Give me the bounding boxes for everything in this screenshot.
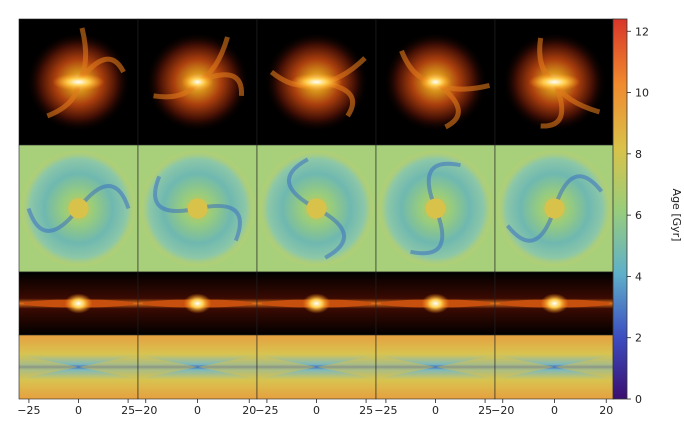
x-tick-label: 25 bbox=[359, 404, 373, 417]
panel-face-on-light-1 bbox=[18, 18, 139, 146]
panel-edge-on-light-2 bbox=[137, 271, 258, 336]
panel-edge-on-age-3 bbox=[256, 334, 377, 400]
panel-grid bbox=[18, 18, 615, 400]
panel-face-on-age-5 bbox=[494, 144, 615, 273]
colorbar-tick-label: 0 bbox=[635, 393, 642, 406]
panel-edge-on-light-1 bbox=[18, 271, 139, 336]
x-tick-label: −25 bbox=[374, 404, 397, 417]
x-tick-label: −25 bbox=[255, 404, 278, 417]
x-tick-label: 20 bbox=[242, 404, 256, 417]
colorbar-ticks: 0 2 4 6 8 10 12 bbox=[627, 25, 649, 406]
x-axes: −25 0 25 −20 0 20 −25 0 25 −25 0 25 −20 0 20 bbox=[17, 399, 613, 417]
x-tick-label: 0 bbox=[194, 404, 201, 417]
x-tick-label: −20 bbox=[134, 404, 157, 417]
panel-face-on-light-3 bbox=[256, 18, 377, 146]
panel-edge-on-age-4 bbox=[375, 334, 496, 400]
panel-face-on-age-3 bbox=[256, 144, 377, 273]
panel-face-on-light-5 bbox=[494, 18, 615, 146]
panel-edge-on-light-4 bbox=[375, 271, 496, 336]
x-tick-label: 0 bbox=[75, 404, 82, 417]
x-tick-label: 25 bbox=[478, 404, 492, 417]
colorbar-tick-label: 4 bbox=[635, 270, 642, 283]
colorbar-label: Age [Gyr] bbox=[670, 189, 683, 242]
panel-face-on-light-4 bbox=[375, 18, 496, 146]
x-tick-label: −25 bbox=[17, 404, 40, 417]
x-tick-label: 20 bbox=[599, 404, 613, 417]
panel-edge-on-age-1 bbox=[18, 334, 139, 400]
colorbar-tick-label: 6 bbox=[635, 209, 642, 222]
panel-edge-on-age-2 bbox=[137, 334, 258, 400]
colorbar-tick-label: 2 bbox=[635, 332, 642, 345]
panel-edge-on-light-3 bbox=[256, 271, 377, 336]
panel-edge-on-light-5 bbox=[494, 271, 615, 336]
panel-face-on-age-1 bbox=[18, 144, 139, 273]
colorbar-tick-label: 12 bbox=[635, 25, 649, 38]
panel-face-on-age-2 bbox=[137, 144, 258, 273]
x-tick-label: 0 bbox=[551, 404, 558, 417]
colorbar bbox=[612, 18, 628, 400]
colorbar-tick-label: 10 bbox=[635, 87, 649, 100]
x-tick-label: 0 bbox=[432, 404, 439, 417]
x-tick-label: 0 bbox=[313, 404, 320, 417]
panel-edge-on-age-5 bbox=[494, 334, 615, 400]
colorbar-tick-label: 8 bbox=[635, 148, 642, 161]
panel-face-on-age-4 bbox=[375, 144, 496, 273]
panel-face-on-light-2 bbox=[137, 18, 258, 146]
x-tick-label: 25 bbox=[121, 404, 135, 417]
x-tick-label: −20 bbox=[491, 404, 514, 417]
